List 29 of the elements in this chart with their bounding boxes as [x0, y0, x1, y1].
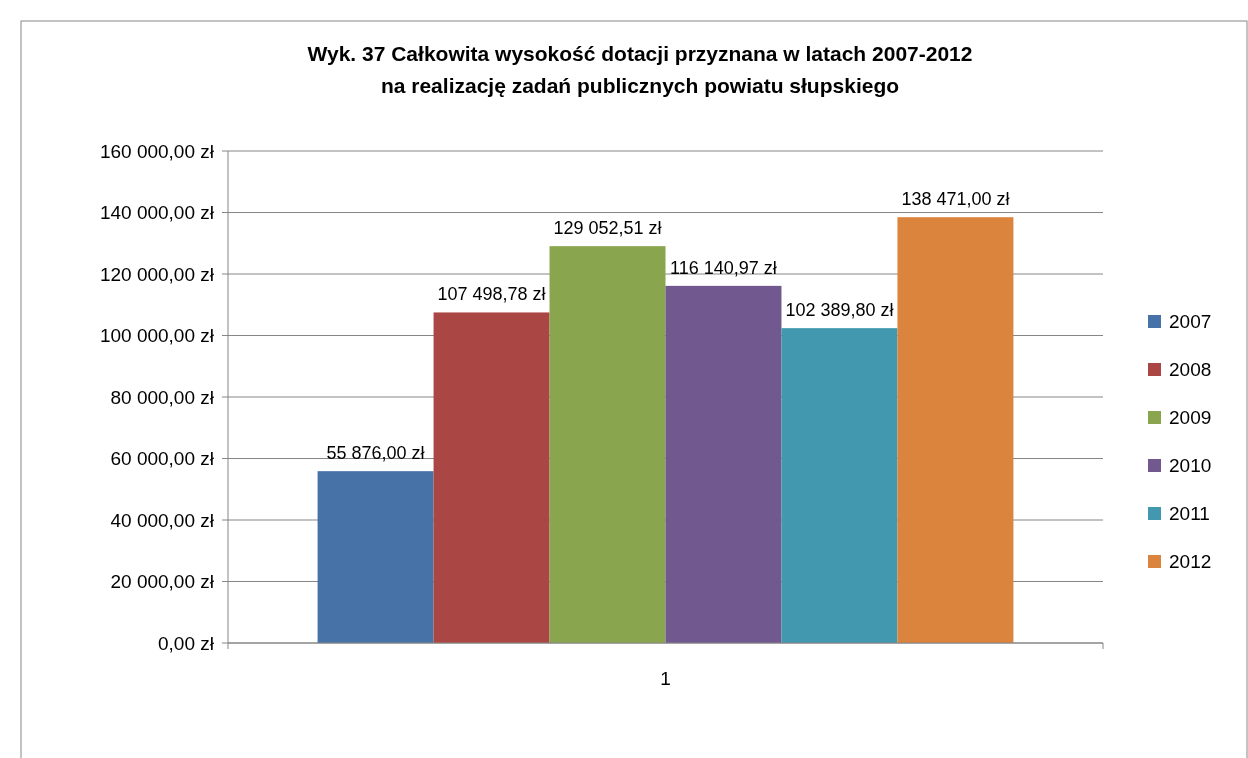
data-label: 138 471,00 zł [901, 189, 1010, 210]
bar [781, 328, 898, 643]
y-tick-label: 40 000,00 zł [110, 509, 215, 531]
data-label: 129 052,51 zł [553, 218, 662, 239]
bar [897, 217, 1014, 643]
y-tick-label: 140 000,00 zł [99, 202, 215, 224]
y-tick-label: 80 000,00 zł [110, 386, 215, 408]
y-tick-label: 60 000,00 zł [110, 448, 215, 470]
legend-label: 2009 [1169, 406, 1212, 428]
data-label: 102 389,80 zł [785, 300, 894, 321]
legend-label: 2008 [1169, 358, 1212, 380]
data-label: 116 140,97 zł [670, 257, 777, 278]
bar [549, 246, 666, 643]
legend-label: 2011 [1169, 502, 1210, 524]
bar [665, 285, 782, 643]
chart-title: Wyk. 37 Całkowita wysokość dotacji przyznana w latach 2007-2012 na realizację zadań publicznych powiatu słupskiego [307, 42, 973, 97]
bar [317, 471, 434, 643]
x-tick-label: 1 [660, 668, 671, 689]
legend-label: 2007 [1169, 310, 1212, 332]
y-tick-label: 120 000,00 zł [99, 263, 215, 285]
data-label: 55 876,00 zł [326, 443, 425, 464]
y-tick-label: 160 000,00 zł [99, 140, 215, 162]
data-label: 107 498,78 zł [437, 284, 546, 305]
y-tick-label: 0,00 zł [158, 632, 215, 654]
bar [433, 312, 550, 643]
y-tick-label: 100 000,00 zł [99, 325, 215, 347]
legend-label: 2010 [1169, 454, 1212, 476]
y-tick-label: 20 000,00 zł [110, 571, 215, 593]
legend-label: 2012 [1169, 550, 1212, 572]
